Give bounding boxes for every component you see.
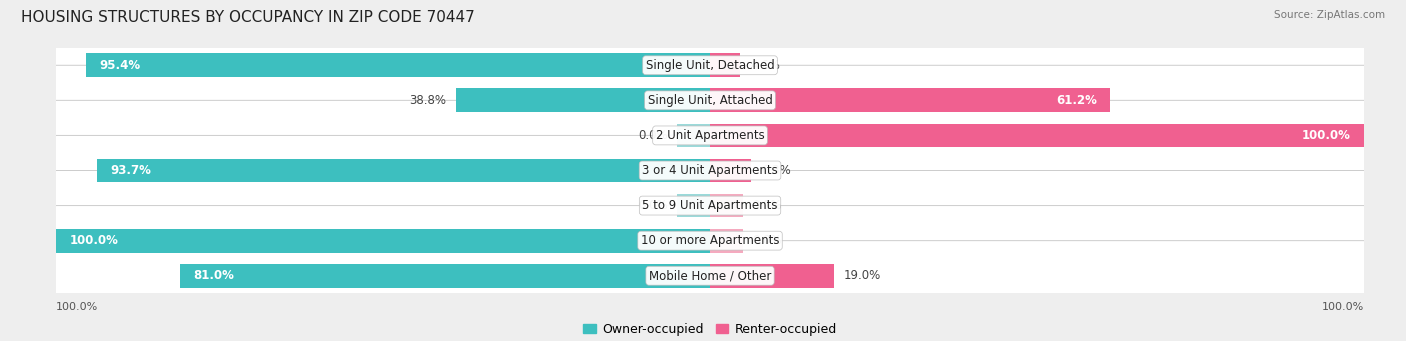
Text: 10 or more Apartments: 10 or more Apartments <box>641 234 779 247</box>
Text: Mobile Home / Other: Mobile Home / Other <box>648 269 772 282</box>
Text: 100.0%: 100.0% <box>1302 129 1351 142</box>
FancyBboxPatch shape <box>53 170 1367 241</box>
Legend: Owner-occupied, Renter-occupied: Owner-occupied, Renter-occupied <box>578 318 842 341</box>
Bar <box>710 264 834 288</box>
Bar <box>710 159 751 182</box>
Bar <box>710 123 1364 147</box>
Text: 4.6%: 4.6% <box>749 59 780 72</box>
Text: 0.0%: 0.0% <box>752 199 782 212</box>
FancyBboxPatch shape <box>53 65 1367 135</box>
Bar <box>97 159 710 182</box>
Text: 100.0%: 100.0% <box>69 234 118 247</box>
Bar <box>710 88 1111 112</box>
Text: Single Unit, Attached: Single Unit, Attached <box>648 94 772 107</box>
FancyBboxPatch shape <box>53 135 1367 206</box>
Text: 100.0%: 100.0% <box>56 302 98 312</box>
Text: 2 Unit Apartments: 2 Unit Apartments <box>655 129 765 142</box>
Bar <box>457 88 710 112</box>
Bar <box>678 123 710 147</box>
Text: HOUSING STRUCTURES BY OCCUPANCY IN ZIP CODE 70447: HOUSING STRUCTURES BY OCCUPANCY IN ZIP C… <box>21 10 475 25</box>
Text: 6.3%: 6.3% <box>761 164 790 177</box>
Text: 0.0%: 0.0% <box>638 129 668 142</box>
Bar <box>710 194 742 218</box>
Bar <box>678 194 710 218</box>
Text: 93.7%: 93.7% <box>111 164 152 177</box>
Text: 95.4%: 95.4% <box>100 59 141 72</box>
Text: 38.8%: 38.8% <box>409 94 447 107</box>
FancyBboxPatch shape <box>53 241 1367 311</box>
Bar <box>86 53 710 77</box>
Bar <box>710 229 742 253</box>
Bar <box>56 229 710 253</box>
Text: Single Unit, Detached: Single Unit, Detached <box>645 59 775 72</box>
Text: 19.0%: 19.0% <box>844 269 882 282</box>
Text: 61.2%: 61.2% <box>1056 94 1097 107</box>
FancyBboxPatch shape <box>53 206 1367 276</box>
Text: 5 to 9 Unit Apartments: 5 to 9 Unit Apartments <box>643 199 778 212</box>
Text: 0.0%: 0.0% <box>752 234 782 247</box>
Text: 100.0%: 100.0% <box>1322 302 1364 312</box>
Text: 0.0%: 0.0% <box>638 199 668 212</box>
Bar <box>710 53 740 77</box>
FancyBboxPatch shape <box>53 30 1367 100</box>
Bar <box>180 264 710 288</box>
Text: 3 or 4 Unit Apartments: 3 or 4 Unit Apartments <box>643 164 778 177</box>
FancyBboxPatch shape <box>53 100 1367 170</box>
Text: 81.0%: 81.0% <box>194 269 235 282</box>
Text: Source: ZipAtlas.com: Source: ZipAtlas.com <box>1274 10 1385 20</box>
